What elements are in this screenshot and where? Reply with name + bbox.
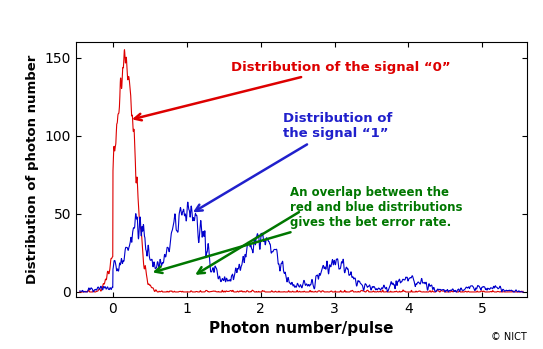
Text: © NICT: © NICT [491,332,527,342]
Text: Distribution of
the signal “1”: Distribution of the signal “1” [195,112,392,211]
Y-axis label: Distribution of photon number: Distribution of photon number [26,54,39,284]
Text: Distribution of the signal “0”: Distribution of the signal “0” [135,61,451,120]
X-axis label: Photon number/pulse: Photon number/pulse [209,321,394,336]
Text: An overlap between the
red and blue distributions
gives the bet error rate.: An overlap between the red and blue dist… [155,186,463,273]
